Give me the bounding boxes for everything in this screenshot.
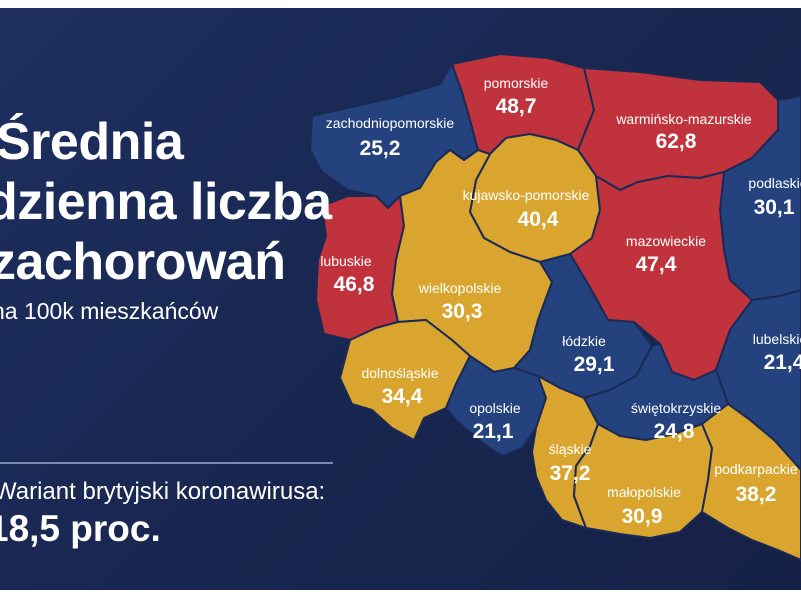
region-name-swietokrzyskie: świętokrzyskie [631,400,721,416]
title-line-3: zachorowań [0,233,286,291]
subtitle: na 100k mieszkańców [0,298,219,324]
region-value-zachodniopomorskie: 25,2 [360,137,401,160]
region-value-lubelskie: 21,4 [764,351,801,374]
region-value-lubuskie: 46,8 [334,273,375,296]
region-value-dolnoslaskie: 34,4 [382,385,423,408]
region-value-podlaskie: 30,1 [754,196,795,219]
region-value-wielkopolskie: 30,3 [442,300,483,323]
variant-value: 18,5 proc. [0,508,161,549]
region-malopolskie [573,423,713,539]
region-name-pomorskie: pomorskie [484,75,549,91]
title-line-2: dzienna liczba [0,173,332,231]
region-name-opolskie: opolskie [469,400,521,416]
divider [0,462,333,464]
region-name-lubelskie: lubelskie [753,331,801,347]
region-value-podkarpackie: 38,2 [736,483,777,506]
region-value-warminsko-mazurskie: 62,8 [656,130,697,153]
region-name-lodzkie: łódzkie [562,333,606,349]
region-name-lubuskie: lubuskie [320,253,372,269]
region-value-slaskie: 37,2 [550,462,591,485]
region-value-pomorskie: 48,7 [496,95,537,118]
region-opolskie [445,355,547,457]
region-name-zachodniopomorskie: zachodniopomorskie [326,115,455,131]
region-value-malopolskie: 30,9 [622,505,663,528]
region-value-opolskie: 21,1 [473,420,514,443]
region-labels: zachodniopomorskie 25,2 pomorskie 48,7 w… [320,75,801,528]
region-name-podkarpackie: podkarpackie [714,461,797,477]
region-name-dolnoslaskie: dolnośląskie [361,365,438,381]
region-value-lodzkie: 29,1 [574,353,615,376]
region-value-kujawsko-pomorskie: 40,4 [518,208,559,231]
region-value-swietokrzyskie: 24,8 [654,420,695,443]
region-name-mazowieckie: mazowieckie [626,233,706,249]
variant-label: Wariant brytyjski koronawirusa: [0,478,326,505]
title-line-1: Średnia [0,113,184,171]
region-name-wielkopolskie: wielkopolskie [418,280,502,296]
region-name-kujawsko-pomorskie: kujawsko-pomorskie [463,187,590,203]
region-name-slaskie: śląskie [549,441,592,457]
region-podkarpackie [701,403,801,561]
region-name-malopolskie: małopolskie [607,484,681,500]
region-name-warminsko-mazurskie: warmińsko-mazurskie [615,111,752,127]
region-value-mazowieckie: 47,4 [636,253,677,276]
region-name-podlaskie: podlaskie [748,175,801,191]
